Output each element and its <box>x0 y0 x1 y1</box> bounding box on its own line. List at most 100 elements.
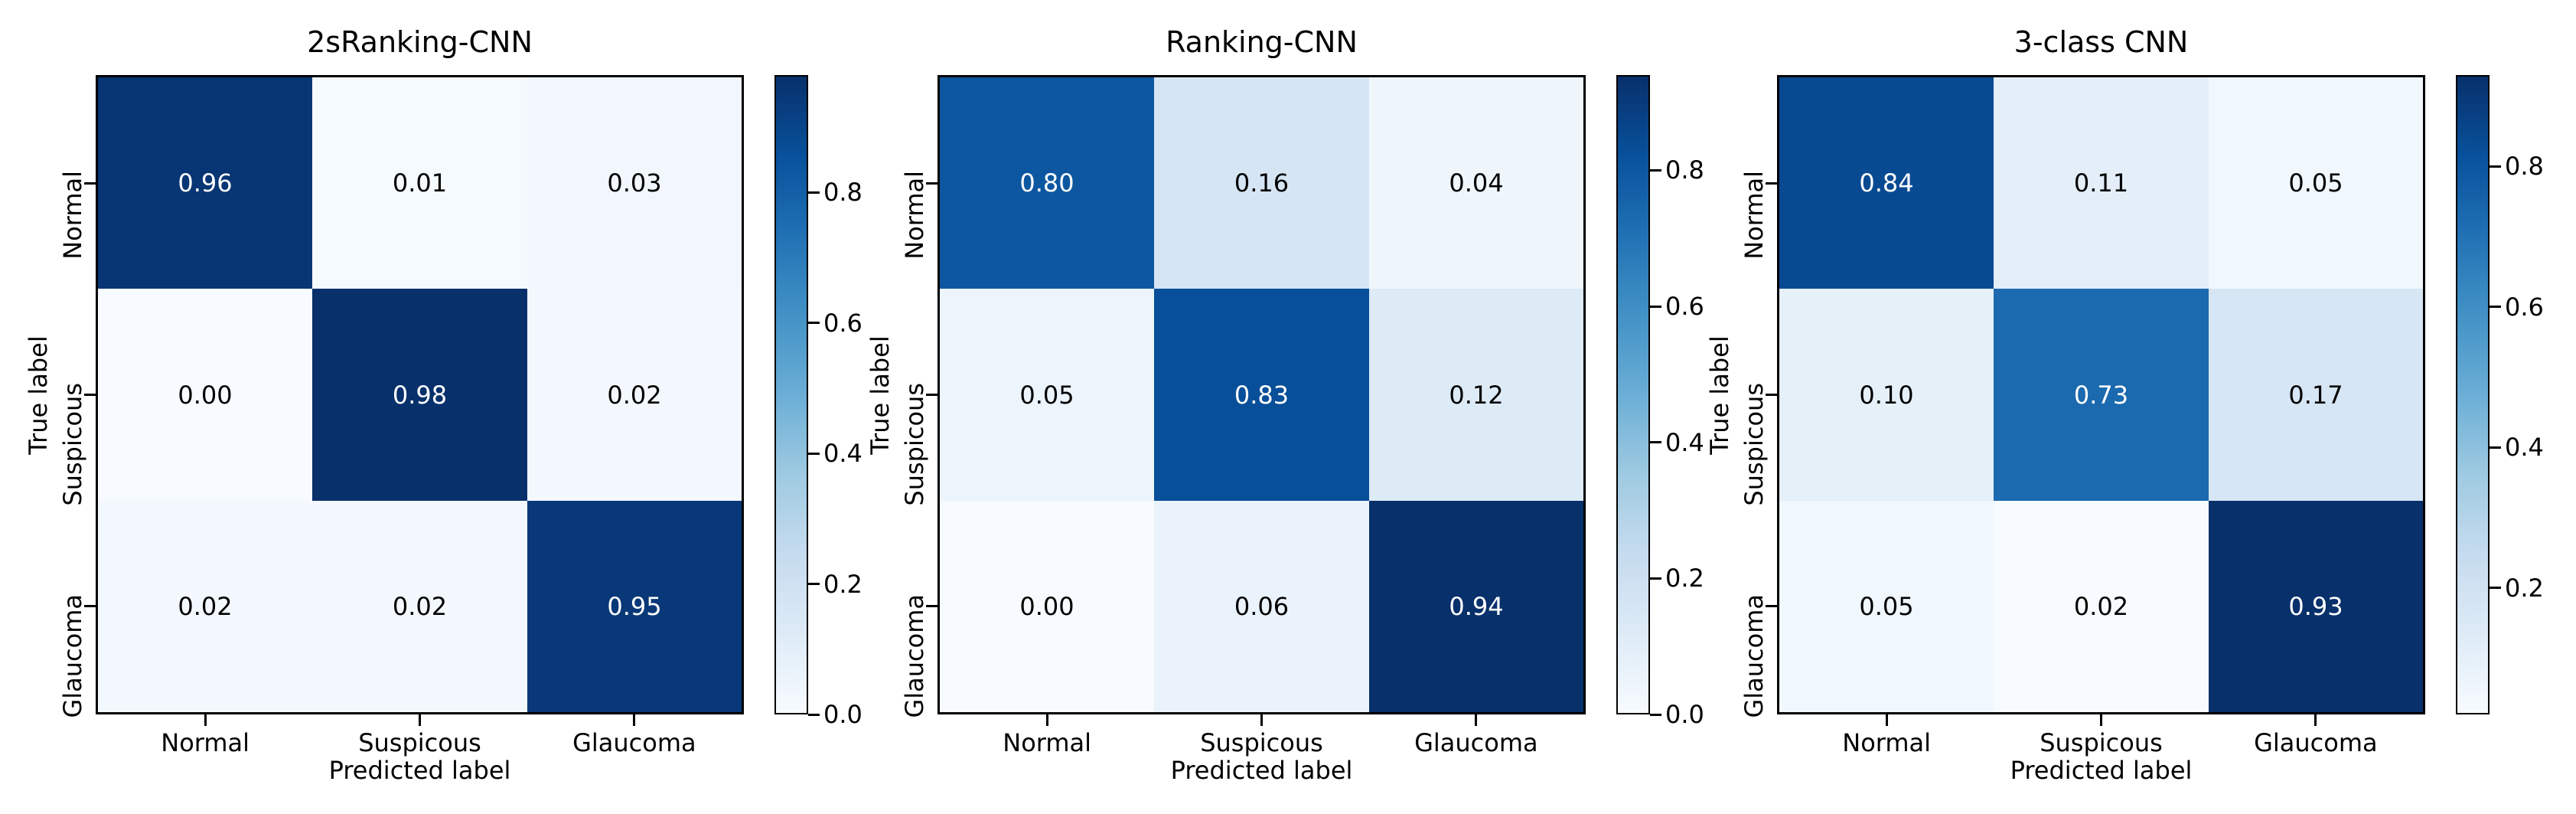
x-tick <box>2314 714 2317 726</box>
x-tick-label: Normal <box>1842 728 1932 757</box>
colorbar-tick-label: 0.2 <box>1665 564 1704 593</box>
x-tick <box>633 714 636 726</box>
colorbar-tick-label: 0.0 <box>1665 700 1704 729</box>
cell-value: 0.16 <box>1234 168 1290 198</box>
x-tick-label: Glaucoma <box>2254 728 2378 757</box>
matrix-cell: 0.05 <box>940 289 1154 501</box>
x-tick <box>419 714 421 726</box>
cell-value: 0.10 <box>1859 380 1914 410</box>
matrix-cell: 0.95 <box>527 501 742 712</box>
cell-value: 0.93 <box>2288 592 2343 621</box>
y-tick <box>926 394 937 396</box>
cell-value: 0.73 <box>2073 380 2129 410</box>
cell-value: 0.05 <box>1859 592 1914 621</box>
colorbar-tick <box>2490 587 2501 590</box>
matrix-cell: 0.02 <box>1994 501 2209 712</box>
cell-value: 0.03 <box>607 168 662 198</box>
colorbar-gradient <box>2456 75 2490 714</box>
matrix-cell: 0.98 <box>312 289 527 501</box>
plot-area: 0.80 0.16 0.04 0.05 0.83 0.12 0.00 0.06 0.94 <box>937 75 1586 714</box>
cell-value: 0.05 <box>2288 168 2343 198</box>
y-tick <box>84 181 96 185</box>
cell-value: 0.96 <box>178 168 233 198</box>
colorbar-tick <box>808 713 820 716</box>
matrix-cell: 0.06 <box>1154 501 1369 712</box>
cell-value: 0.05 <box>1019 380 1074 410</box>
colorbar-tick-label: 0.8 <box>2505 152 2544 181</box>
cell-value: 0.95 <box>607 592 662 621</box>
cell-value: 0.98 <box>392 380 448 410</box>
colorbar-tick <box>808 452 820 455</box>
cell-value: 0.02 <box>392 592 448 621</box>
colorbar-tick <box>1650 713 1661 716</box>
cell-value: 0.83 <box>1234 380 1290 410</box>
y-tick <box>1766 181 1777 185</box>
matrix-cell: 0.83 <box>1154 289 1369 501</box>
cell-value: 0.00 <box>178 380 233 410</box>
cell-value: 0.00 <box>1019 592 1074 621</box>
matrix-cell: 0.02 <box>312 501 527 712</box>
matrix-cell: 0.93 <box>2209 501 2423 712</box>
matrix-cell: 0.12 <box>1369 289 1583 501</box>
x-axis-label: Predicted label <box>328 756 511 785</box>
colorbar-tick-label: 0.6 <box>823 308 862 338</box>
x-axis-label: Predicted label <box>1170 756 1353 785</box>
colorbar-tick <box>808 583 820 586</box>
colorbar-tick <box>808 322 820 325</box>
y-tick-label: Normal <box>1740 171 1769 260</box>
plot-area: 0.84 0.11 0.05 0.10 0.73 0.17 0.05 0.02 0.93 <box>1777 75 2425 714</box>
matrix-cell: 0.05 <box>1779 501 1994 712</box>
y-tick <box>926 605 937 608</box>
colorbar-tick-label: 0.0 <box>823 700 862 729</box>
colorbar-tick-label: 0.8 <box>1665 155 1704 185</box>
matrix-cell: 0.73 <box>1994 289 2209 501</box>
cell-value: 0.04 <box>1449 168 1504 198</box>
colorbar-tick-label: 0.2 <box>2505 573 2544 603</box>
y-tick <box>84 605 96 608</box>
x-tick <box>1045 714 1048 726</box>
matrix-cell: 0.80 <box>940 77 1154 289</box>
colorbar-tick-label: 0.8 <box>823 178 862 208</box>
matrix-cell: 0.03 <box>527 77 742 289</box>
matrix-cell: 0.94 <box>1369 501 1583 712</box>
colorbar-tick <box>808 191 820 194</box>
x-tick-label: Normal <box>1003 728 1092 757</box>
x-tick-label: Normal <box>161 728 250 757</box>
colorbar-tick-label: 0.2 <box>823 569 862 599</box>
cell-value: 0.12 <box>1449 380 1504 410</box>
matrix-cell: 0.84 <box>1779 77 1994 289</box>
colorbar-gradient <box>1616 75 1650 714</box>
matrix-cell: 0.05 <box>2209 77 2423 289</box>
colorbar-tick <box>1650 305 1661 308</box>
y-tick <box>926 181 937 185</box>
x-tick <box>1475 714 1478 726</box>
colorbar-tick-label: 0.4 <box>1665 427 1704 457</box>
y-tick <box>1766 605 1777 608</box>
cell-value: 0.84 <box>1859 168 1914 198</box>
colorbar-tick <box>1650 577 1661 580</box>
panel-title: 2sRanking-CNN <box>307 25 533 59</box>
matrix-cell: 0.96 <box>98 77 312 289</box>
panel-title: 3-class CNN <box>2014 25 2189 59</box>
matrix-cell: 0.04 <box>1369 77 1583 289</box>
colorbar-tick <box>1650 168 1661 172</box>
x-tick-label: Glaucoma <box>1414 728 1538 757</box>
matrix-cell: 0.10 <box>1779 289 1994 501</box>
cell-value: 0.02 <box>178 592 233 621</box>
colorbar-tick-label: 0.4 <box>2505 433 2544 463</box>
colorbar-tick <box>2490 446 2501 449</box>
x-tick <box>204 714 207 726</box>
y-tick-label: Suspicous <box>1740 382 1769 506</box>
panel-title: Ranking-CNN <box>1166 25 1358 59</box>
x-axis-label: Predicted label <box>2010 756 2193 785</box>
cell-value: 0.02 <box>607 380 662 410</box>
matrix-cell: 0.16 <box>1154 77 1369 289</box>
matrix-cell: 0.02 <box>98 501 312 712</box>
matrix-cell: 0.00 <box>98 289 312 501</box>
matrix-cell: 0.00 <box>940 501 1154 712</box>
y-tick <box>1766 394 1777 396</box>
matrix-cell: 0.01 <box>312 77 527 289</box>
